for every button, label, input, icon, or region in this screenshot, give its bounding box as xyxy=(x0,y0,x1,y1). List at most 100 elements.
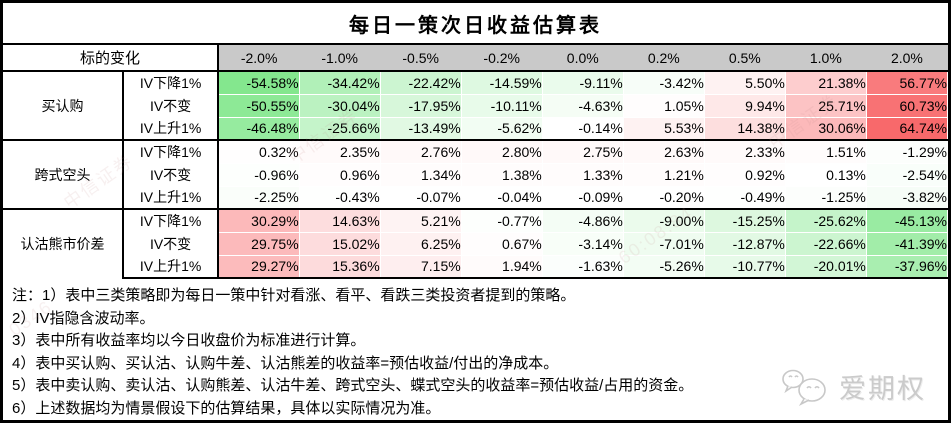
table-row: 买认购 IV下降1% -54.58% -34.42% -22.42% -14.59% -9.… xyxy=(3,70,948,140)
value-cell: -45.13% xyxy=(865,208,948,233)
table-row: IV不变 29.75% 15.02% 6.25% 0.67% -3.14% -7.01% -1… xyxy=(3,231,948,256)
value-cell: 9.94% xyxy=(703,93,786,118)
value-cell: 14.63% xyxy=(298,208,381,233)
value-cell: -4.63% xyxy=(541,93,624,118)
value-cell: 0.67% xyxy=(460,231,543,256)
value-cell: -30.04% xyxy=(298,93,381,118)
value-cell: 30.06% xyxy=(784,116,867,141)
scenario-cell: IV下降1% xyxy=(123,208,220,232)
value-cell: -0.04% xyxy=(460,185,543,210)
value-cell: -9.11% xyxy=(541,70,624,95)
value-cell: 0.92% xyxy=(703,162,786,187)
value-cell: 30.29% xyxy=(217,208,300,233)
table-row: IV上升1% -46.48% -25.66% -13.49% -5.62% -0.14% 5… xyxy=(3,116,948,141)
brand-watermark: 爱期权 xyxy=(780,367,926,406)
value-cell: 5.50% xyxy=(703,70,786,95)
column-header: 1.0% xyxy=(785,45,867,72)
value-cell: 0.13% xyxy=(784,162,867,187)
value-cell: -41.39% xyxy=(865,231,948,256)
strategy-cell: 买认购 xyxy=(3,70,125,140)
value-cell: 2.35% xyxy=(298,139,381,164)
scenario-cell: IV不变 xyxy=(123,163,220,186)
scenario-cell: IV不变 xyxy=(123,232,220,255)
value-cell: 29.75% xyxy=(217,231,300,256)
scenario-cell: IV下降1% xyxy=(123,139,220,163)
value-cell: 0.32% xyxy=(217,139,300,164)
value-cell: 1.33% xyxy=(541,162,624,187)
table-row: IV不变 -0.96% 0.96% 1.34% 1.38% 1.33% 1.21% 0.92%… xyxy=(3,162,948,187)
column-header: 2.0% xyxy=(866,45,948,72)
table-row: 认沽熊市价差 IV下降1% 30.29% 14.63% 5.21% -0.77% -4.86… xyxy=(3,208,948,278)
table-body: 买认购 IV下降1% -54.58% -34.42% -22.42% -14.59% -9.… xyxy=(3,70,948,279)
header-row: 标的变化 -2.0% -1.0% -0.5% -0.2% 0.0% 0.2% 0.5% 1.0… xyxy=(3,45,948,72)
value-cell: 2.75% xyxy=(541,139,624,164)
value-cell: -17.95% xyxy=(379,93,462,118)
value-cell: 25.71% xyxy=(784,93,867,118)
value-cell: -10.11% xyxy=(460,93,543,118)
value-cell: -34.42% xyxy=(298,70,381,95)
strategy-cell: 跨式空头 xyxy=(3,139,125,209)
value-cell: -25.62% xyxy=(784,208,867,233)
value-cell: 15.02% xyxy=(298,231,381,256)
value-cell: 1.34% xyxy=(379,162,462,187)
value-cell: 29.27% xyxy=(217,254,300,279)
column-header: -0.2% xyxy=(461,45,543,72)
value-cell: 1.94% xyxy=(460,254,543,279)
note-line: 6）上述数据均为情景假设下的估算结果，具体以实际情况为准。 xyxy=(12,399,441,417)
column-header: -1.0% xyxy=(299,45,381,72)
value-cell: -22.42% xyxy=(379,70,462,95)
value-cell: 1.05% xyxy=(622,93,705,118)
value-cell: -3.82% xyxy=(865,185,948,210)
column-header: -0.5% xyxy=(380,45,462,72)
value-cell: 0.96% xyxy=(298,162,381,187)
value-cell: 2.76% xyxy=(379,139,462,164)
table-row: IV不变 -50.55% -30.04% -17.95% -10.11% -4.63% 1.… xyxy=(3,93,948,118)
value-cell: 7.15% xyxy=(379,254,462,279)
scenario-cell: IV下降1% xyxy=(123,70,220,94)
value-cell: -54.58% xyxy=(217,70,300,95)
returns-table: 标的变化 -2.0% -1.0% -0.5% -0.2% 0.0% 0.2% 0.5% 1.0… xyxy=(3,45,948,279)
value-cell: -1.29% xyxy=(865,139,948,164)
value-cell: -3.42% xyxy=(622,70,705,95)
column-header: -2.0% xyxy=(218,45,300,72)
value-cell: 56.77% xyxy=(865,70,948,95)
value-cell: 1.38% xyxy=(460,162,543,187)
value-cell: 60.73% xyxy=(865,93,948,118)
value-cell: -1.63% xyxy=(541,254,624,279)
value-cell: -2.25% xyxy=(217,185,300,210)
value-cell: 5.53% xyxy=(622,116,705,141)
value-cell: 1.51% xyxy=(784,139,867,164)
brand-label: 爱期权 xyxy=(839,374,926,404)
value-cell: -0.20% xyxy=(622,185,705,210)
value-cell: 15.36% xyxy=(298,254,381,279)
table-title: 每日一策次日收益估算表 xyxy=(3,3,948,45)
value-cell: -50.55% xyxy=(217,93,300,118)
scenario-cell: IV上升1% xyxy=(123,117,220,140)
value-cell: 1.21% xyxy=(622,162,705,187)
value-cell: -22.66% xyxy=(784,231,867,256)
notes-section: 注：1）表中三类策略即为每日一策中针对看涨、看平、看跌三类投资者提到的策略。 2）… xyxy=(3,279,948,420)
column-header: 0.5% xyxy=(704,45,786,72)
value-cell: -20.01% xyxy=(784,254,867,279)
value-cell: -14.59% xyxy=(460,70,543,95)
value-cell: -0.96% xyxy=(217,162,300,187)
note-line: 3）表中所有收益率均以今日收盘价为标准进行计算。 xyxy=(12,332,366,349)
value-cell: -7.01% xyxy=(622,231,705,256)
value-cell: -37.96% xyxy=(865,254,948,279)
value-cell: -0.07% xyxy=(379,185,462,210)
corner-header: 标的变化 xyxy=(3,45,220,72)
value-cell: 2.33% xyxy=(703,139,786,164)
value-cell: -1.25% xyxy=(784,185,867,210)
table-row: IV上升1% 29.27% 15.36% 7.15% 1.94% -1.63% -5.26%… xyxy=(3,254,948,279)
value-cell: -0.77% xyxy=(460,208,543,233)
value-cell: -9.00% xyxy=(622,208,705,233)
column-header: 0.2% xyxy=(623,45,705,72)
value-cell: -4.86% xyxy=(541,208,624,233)
value-cell: -15.25% xyxy=(703,208,786,233)
note-line: 5）表中卖认购、卖认沽、认购熊差、认沽牛差、跨式空头、蝶式空头的收益率=预估收益… xyxy=(12,377,694,394)
value-cell: 2.80% xyxy=(460,139,543,164)
note-line: 2）IV指隐含波动率。 xyxy=(12,309,155,327)
value-cell: -0.43% xyxy=(298,185,381,210)
note-line: 4）表中买认购、买认沽、认购牛差、认沽熊差的收益率=预估收益/付出的净成本。 xyxy=(12,354,559,372)
